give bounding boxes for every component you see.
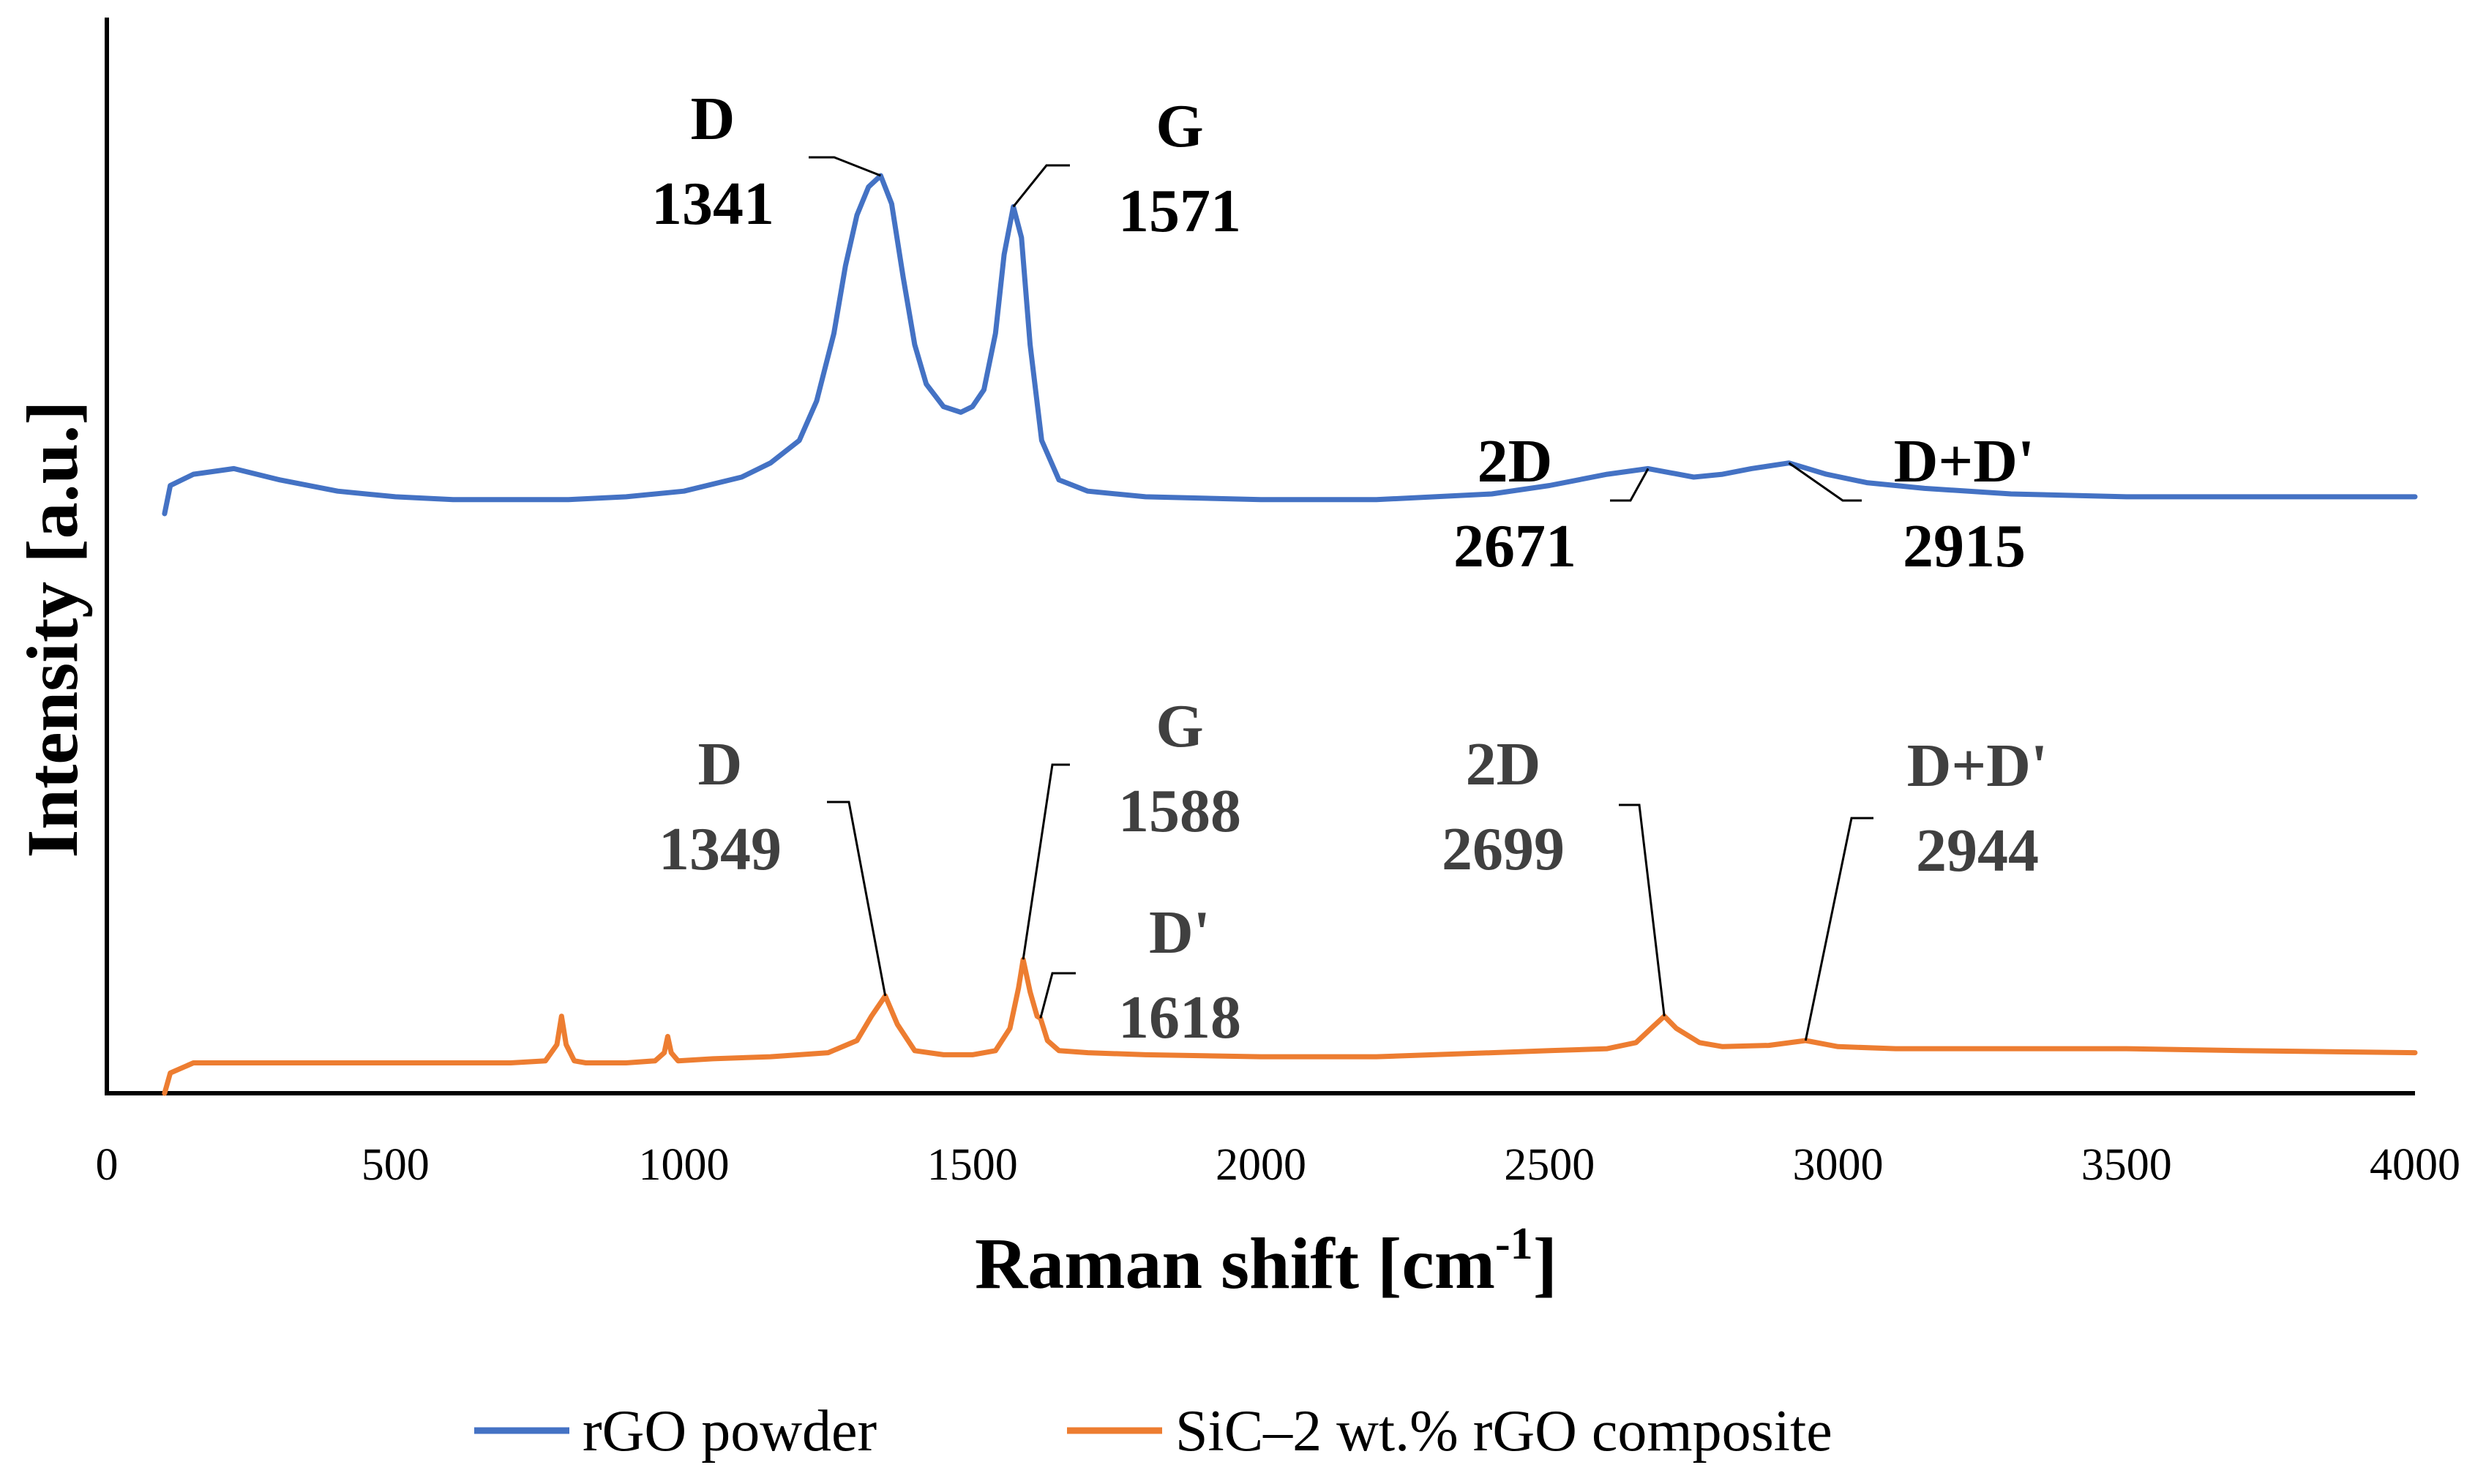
x-tick-label: 3000 [1793,1140,1884,1190]
peak-rgo-g-leader-line [1012,164,1070,208]
x-tick-label: 1000 [639,1140,730,1190]
peak-rgo-2d-label: 2D [1478,427,1553,495]
peak-composite-dd-leader-line [1804,817,1873,1041]
x-tick-label: 1500 [927,1140,1018,1190]
peak-composite-2d-value: 2699 [1442,815,1565,883]
series-line-sic-rgo-composite [162,956,2418,1096]
x-axis-label-main: Raman shift [cm [975,1223,1495,1304]
peak-rgo-dd-label: D+D' [1894,427,2035,495]
peak-composite-d-value: 1618 [1118,983,1241,1052]
peak-rgo-d-value: 1341 [651,170,774,238]
x-axis-label-superscript: -1 [1495,1219,1533,1269]
peak-composite-d-leader-line [827,801,887,997]
peak-composite-dd-label: D+D' [1907,732,2048,800]
peak-annotations: D 1341 G 1571 2D 2671 D+D' 2915 D 1349 G 1588 D' 1618… [651,85,2048,1052]
x-axis-label: Raman shift [cm-1] [975,1219,1557,1304]
x-tick-labels: 0 500 1000 1500 2000 2500 3000 3500 4000 [96,1140,2461,1190]
peak-composite-2d-leader-line [1619,803,1666,1016]
axes [105,18,2415,1095]
x-tick-label: 4000 [2370,1140,2460,1190]
y-axis-label: Intensity [a.u.] [12,400,93,858]
series-layer [162,173,2418,1096]
peak-rgo-d-label: D [691,85,735,153]
peak-rgo-dd-value: 2915 [1903,512,2026,580]
peak-composite-g-leader-line [1022,763,1070,960]
peak-rgo-g-label: G [1156,92,1203,160]
peak-composite-g-label: G [1156,692,1203,760]
x-tick-label: 0 [96,1140,119,1190]
peak-composite-d-label: D [698,730,743,798]
peak-composite-d-leader-line [1039,972,1076,1019]
x-tick-label: 500 [362,1140,430,1190]
peak-rgo-g-value: 1571 [1118,177,1241,245]
peak-composite-dd-value: 2944 [1916,817,2039,885]
peak-rgo-2d-value: 2671 [1453,512,1576,580]
legend: rGO powder SiC–2 wt.% rGO composite [474,1399,1832,1464]
x-tick-label: 3500 [2081,1140,2172,1190]
peak-rgo-2d-leader-line [1610,468,1650,502]
peak-rgo-d-leader-line [809,156,881,177]
peak-composite-d-label: D' [1149,899,1210,967]
x-axis-label-close: ] [1533,1223,1557,1304]
peak-composite-d-value: 1349 [659,815,782,883]
peak-rgo-dd-leader-line [1788,462,1862,502]
legend-label-rgo: rGO powder [583,1399,877,1464]
series-line-rgo-powder [162,173,2418,517]
peak-composite-2d-label: 2D [1466,730,1541,798]
x-tick-label: 2000 [1216,1140,1306,1190]
legend-label-composite: SiC–2 wt.% rGO composite [1175,1399,1832,1464]
x-tick-label: 2500 [1504,1140,1595,1190]
peak-composite-g-value: 1588 [1118,777,1241,845]
